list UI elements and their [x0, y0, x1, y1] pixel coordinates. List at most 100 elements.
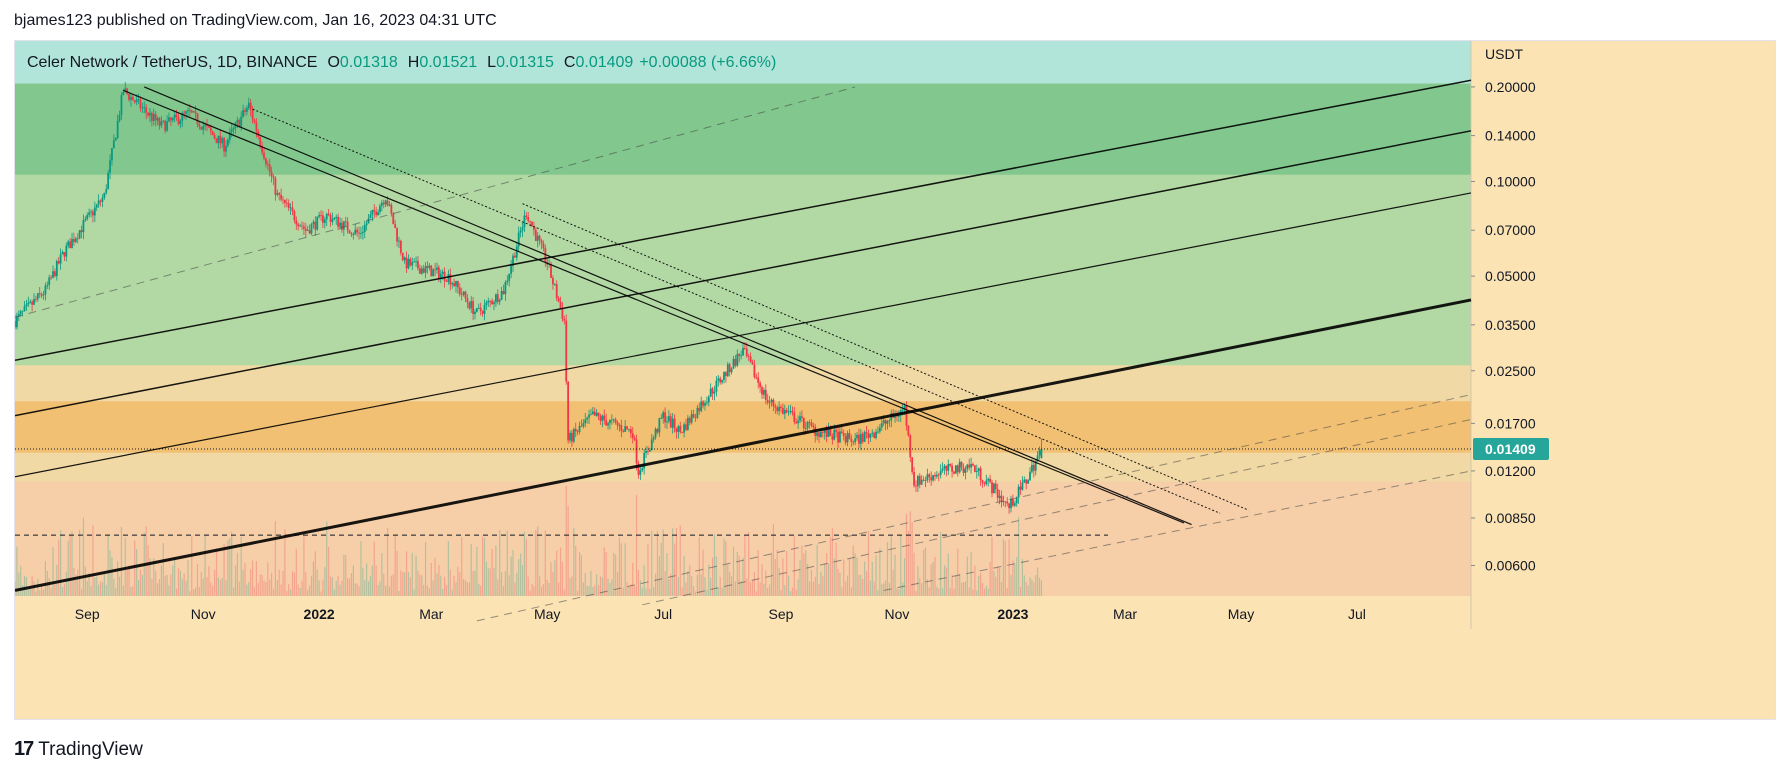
candle-body: [164, 120, 167, 131]
candle-body: [354, 229, 357, 235]
candle-body: [1004, 501, 1007, 503]
volume-bar: [202, 578, 204, 596]
candle-body: [766, 400, 769, 403]
volume-bar: [189, 591, 191, 596]
volume-bar: [827, 563, 830, 596]
trend-line-4[interactable]: [15, 298, 1472, 592]
volume-bar: [22, 585, 24, 596]
volume-bar: [430, 562, 432, 596]
chart-canvas[interactable]: USDT 0.20000 0.14000 0.10000 0.07000 0.05000 0…: [15, 41, 1775, 719]
trend-line-0[interactable]: [123, 89, 1185, 524]
trend-line-10[interactable]: [642, 418, 1472, 606]
candle-body: [483, 305, 486, 314]
volume-bar: [936, 586, 938, 596]
candle-body: [567, 381, 570, 441]
candle-body: [149, 112, 151, 116]
candle-body: [287, 203, 290, 209]
volume-bar: [812, 581, 814, 596]
candle-body: [361, 231, 364, 234]
volume-bar: [877, 589, 879, 596]
volume-bar: [767, 587, 769, 596]
candle-body: [616, 422, 619, 426]
volume-bar: [999, 568, 1001, 596]
candle-body: [934, 475, 936, 477]
last-price-badge[interactable]: [1473, 438, 1549, 461]
volume-bar: [261, 574, 263, 596]
volume-bar: [170, 574, 172, 596]
trend-line-7[interactable]: [15, 79, 1472, 361]
candle-body: [744, 347, 746, 349]
trend-line-3[interactable]: [522, 203, 1249, 511]
candle-body: [808, 421, 811, 423]
volume-bar: [411, 552, 413, 596]
trend-line-1[interactable]: [144, 86, 1192, 526]
volume-bar: [71, 531, 73, 596]
candle-body: [498, 299, 501, 302]
volume-bar: [377, 585, 379, 596]
volume-bar: [841, 587, 843, 596]
volume-bar: [801, 545, 803, 596]
candle-body: [160, 121, 163, 126]
candle-body: [173, 114, 176, 118]
volume-bar: [960, 582, 963, 596]
candle-body: [802, 417, 805, 429]
volume-bar: [347, 578, 349, 596]
volume-bar: [250, 569, 252, 596]
volume-bar: [442, 588, 444, 596]
volume-bar: [1033, 582, 1035, 596]
price-zone-1: [15, 83, 1471, 175]
candle-body: [639, 470, 642, 475]
candle-body: [192, 111, 195, 113]
candle-body: [751, 362, 754, 365]
candle-body: [485, 302, 488, 306]
trend-line-5[interactable]: [15, 192, 1472, 478]
candle-body: [601, 415, 604, 421]
volume-bar: [525, 538, 527, 596]
candle-body: [462, 291, 465, 295]
candle-body: [455, 280, 457, 287]
trend-line-9[interactable]: [476, 394, 1472, 622]
candle-body: [538, 235, 541, 241]
trend-line-2[interactable]: [252, 108, 1221, 514]
volume-bar: [476, 547, 478, 596]
volume-bar: [603, 547, 605, 596]
price-zone-0: [15, 41, 1471, 84]
tradingview-brand[interactable]: 17 TradingView: [14, 738, 143, 761]
candle-body: [510, 265, 513, 274]
volume-bar: [65, 572, 67, 596]
volume-bar: [231, 531, 233, 596]
volume-bar: [269, 579, 271, 596]
candle-body: [521, 227, 524, 231]
candle-body: [979, 468, 982, 481]
volume-bar: [63, 583, 66, 596]
chart-frame[interactable]: USDT 0.20000 0.14000 0.10000 0.07000 0.05000 0…: [14, 40, 1776, 720]
volume-bar: [470, 543, 472, 596]
trend-line-6[interactable]: [15, 130, 1472, 417]
candle-body: [709, 388, 712, 397]
trend-line-8[interactable]: [15, 86, 856, 318]
volume-bar: [153, 558, 155, 596]
candle-body: [719, 378, 722, 383]
symbol-name[interactable]: Celer Network / TetherUS, 1D, BINANCE: [27, 54, 318, 71]
candle-body: [331, 219, 334, 222]
candle-body: [1019, 486, 1022, 490]
candle-body: [593, 411, 596, 416]
candle-body: [745, 348, 748, 356]
volume-bar: [215, 548, 218, 596]
trend-line-11[interactable]: [883, 470, 1472, 591]
volume-bar: [309, 585, 311, 596]
candle-body: [559, 301, 562, 309]
volume-bar: [1037, 567, 1039, 596]
candle-body: [112, 140, 115, 149]
candle-body: [865, 432, 868, 434]
candle-body: [388, 204, 391, 206]
volume-bar: [101, 582, 104, 596]
candle-body: [301, 225, 303, 227]
candle-body: [580, 426, 583, 427]
volume-bar: [417, 570, 419, 596]
candle-body: [196, 113, 199, 125]
candle-body: [55, 261, 58, 277]
candle-body: [65, 245, 68, 257]
volume-bar: [993, 570, 995, 596]
time-axis-area[interactable]: [15, 596, 1471, 629]
